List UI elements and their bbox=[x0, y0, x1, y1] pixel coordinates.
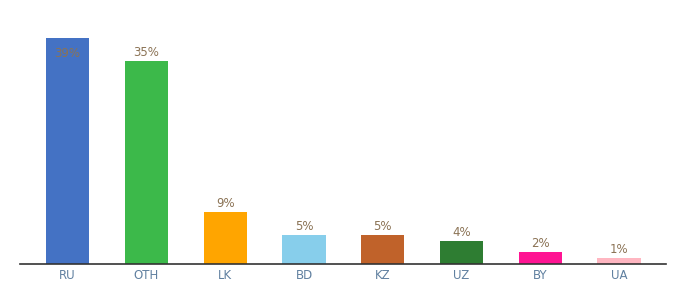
Bar bbox=[46, 38, 89, 264]
Text: 4%: 4% bbox=[452, 226, 471, 238]
Bar bbox=[203, 212, 247, 264]
Text: 39%: 39% bbox=[54, 47, 81, 60]
Bar bbox=[125, 61, 168, 264]
Text: 5%: 5% bbox=[373, 220, 392, 233]
Bar bbox=[598, 258, 641, 264]
Text: 2%: 2% bbox=[531, 237, 549, 250]
Bar bbox=[282, 235, 326, 264]
Bar bbox=[440, 241, 483, 264]
Text: 35%: 35% bbox=[133, 46, 159, 59]
Bar bbox=[361, 235, 405, 264]
Bar bbox=[519, 252, 562, 264]
Text: 9%: 9% bbox=[216, 196, 235, 209]
Text: 5%: 5% bbox=[294, 220, 313, 233]
Text: 1%: 1% bbox=[610, 243, 628, 256]
